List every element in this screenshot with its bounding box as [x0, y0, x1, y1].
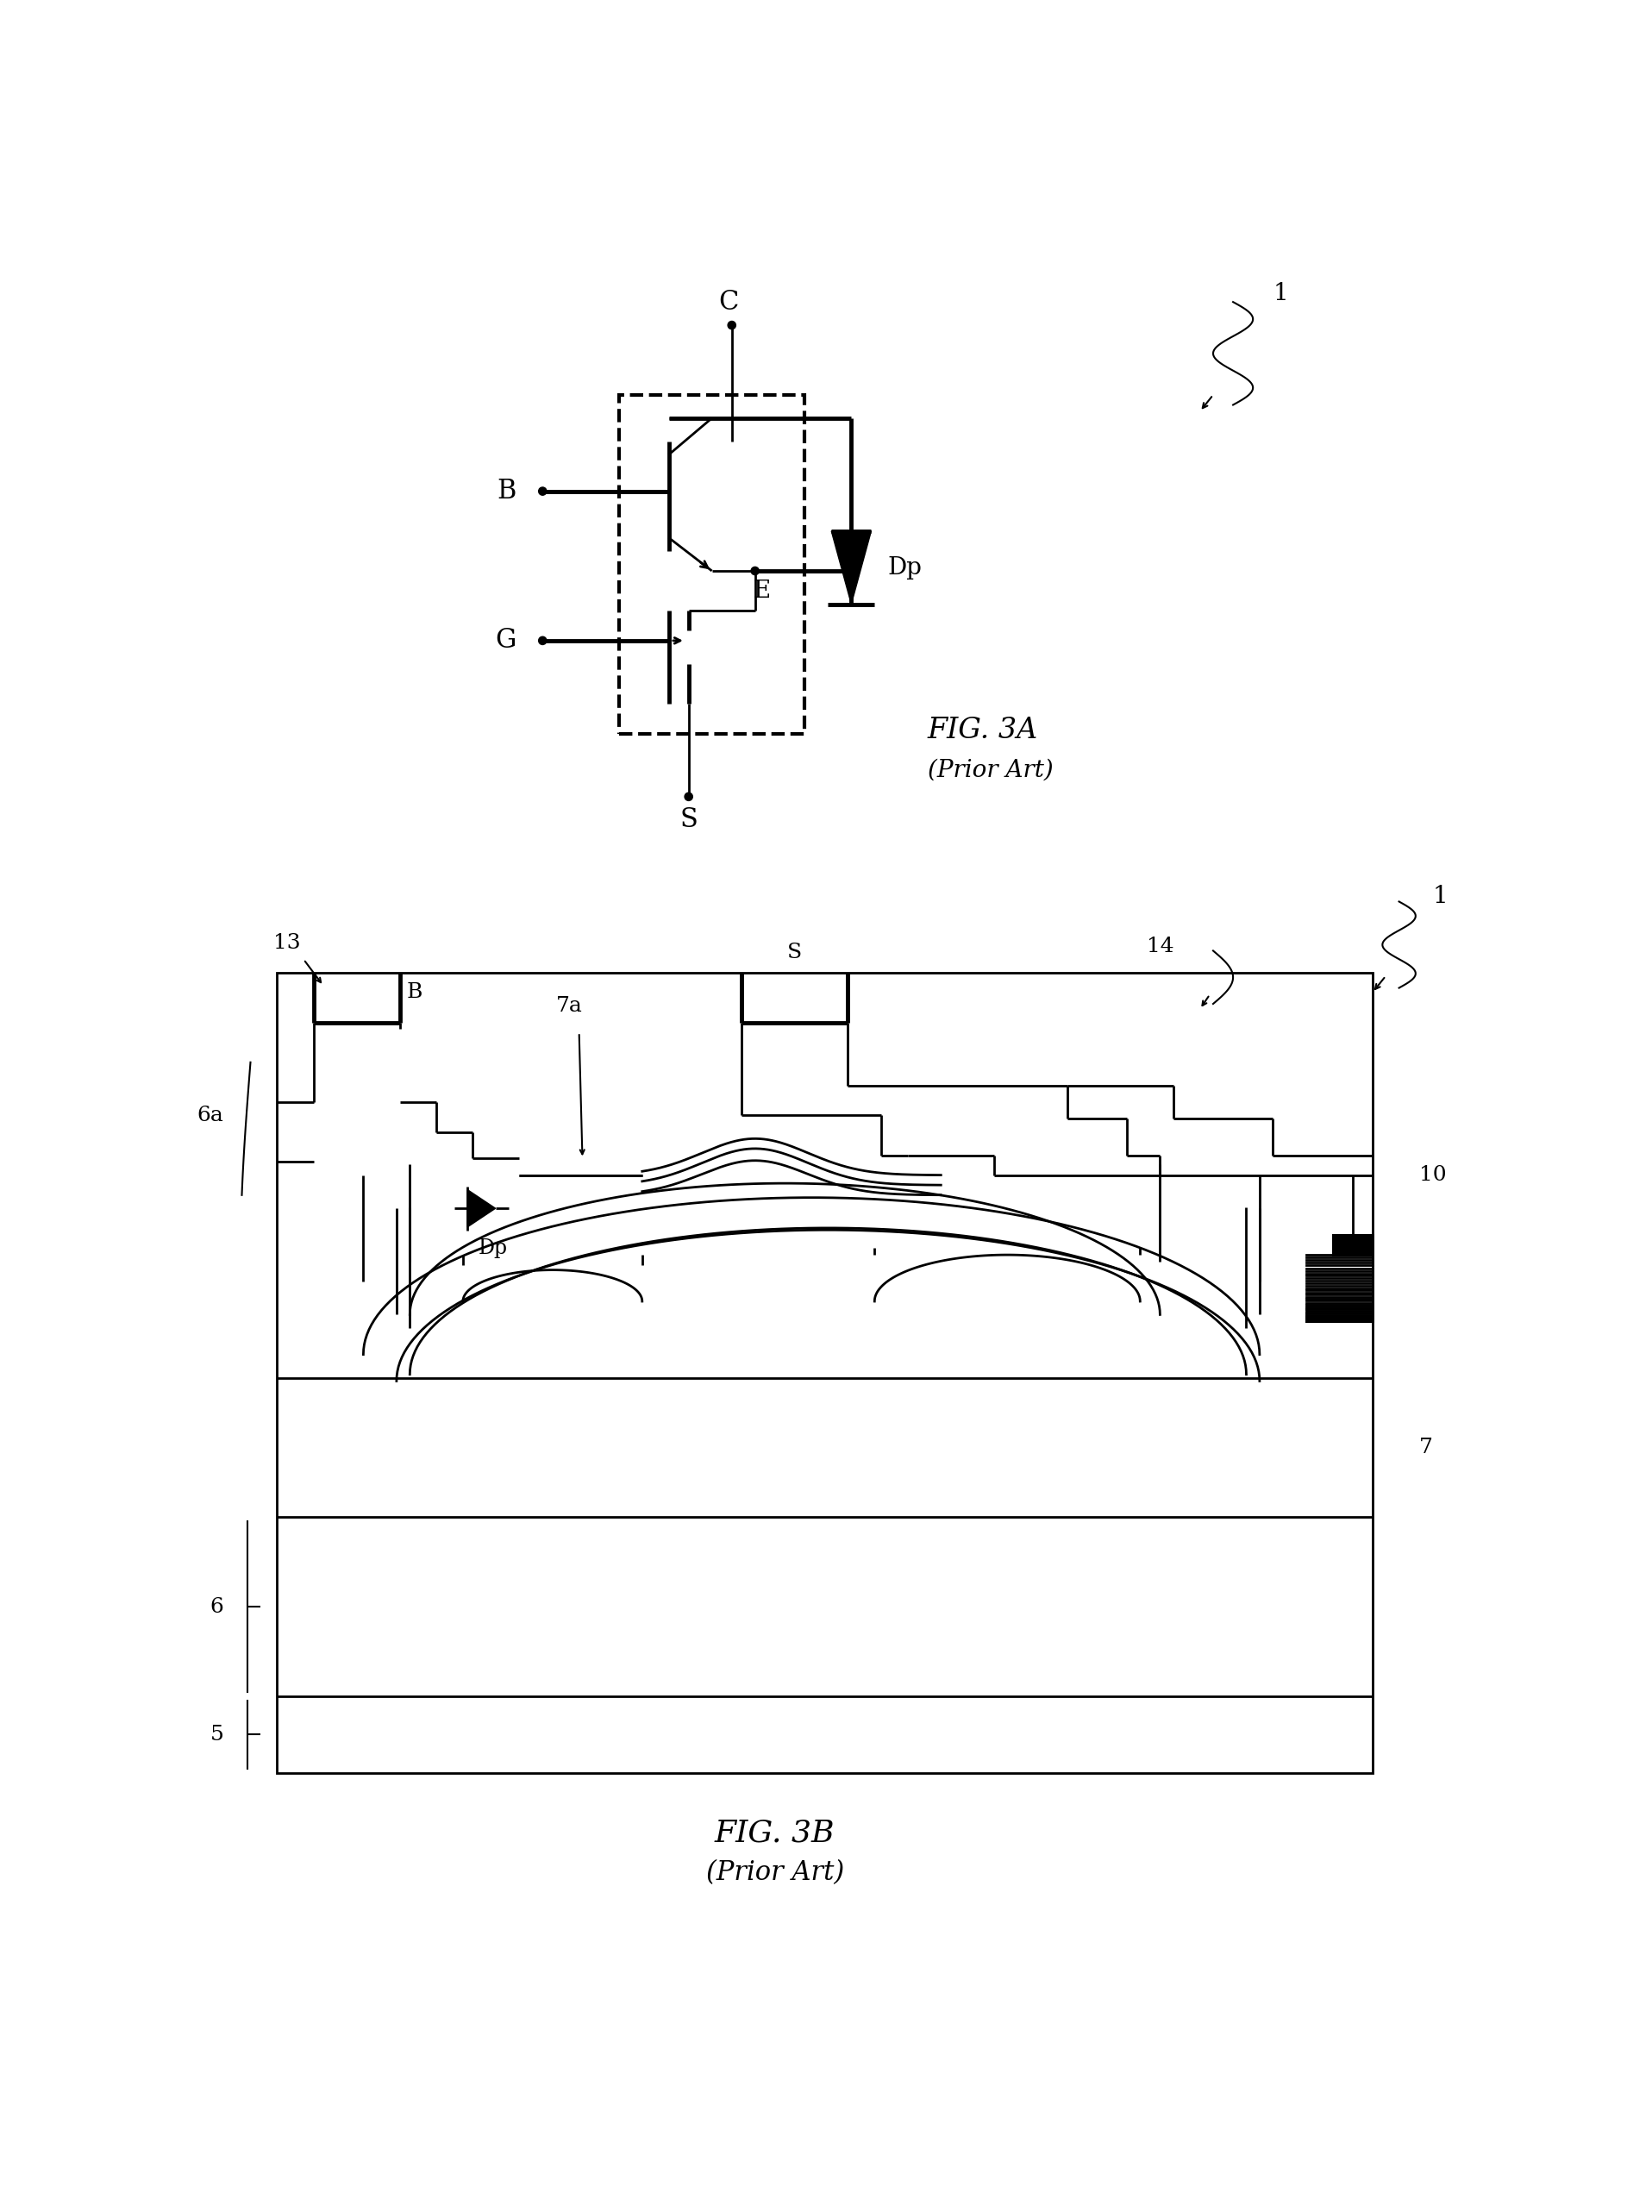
Circle shape: [847, 566, 856, 575]
Text: C: C: [719, 288, 738, 316]
Circle shape: [684, 792, 692, 801]
Polygon shape: [831, 531, 871, 604]
Text: S: S: [679, 807, 697, 834]
Text: 13: 13: [274, 933, 301, 953]
Text: 6a: 6a: [197, 1106, 225, 1126]
Circle shape: [729, 321, 735, 330]
Circle shape: [752, 566, 758, 575]
Circle shape: [539, 637, 547, 644]
Text: S: S: [788, 942, 803, 962]
Text: G: G: [496, 628, 515, 655]
Text: 7a: 7a: [555, 995, 583, 1015]
Text: Dp: Dp: [887, 555, 922, 580]
Text: 7: 7: [1419, 1438, 1432, 1458]
Text: 10: 10: [1419, 1166, 1446, 1186]
Text: B: B: [497, 478, 515, 504]
Text: Dp: Dp: [477, 1239, 507, 1259]
Text: E: E: [753, 580, 770, 602]
Polygon shape: [468, 1190, 496, 1228]
Bar: [278, 973, 1373, 1772]
Text: 1: 1: [1274, 281, 1289, 305]
Text: (Prior Art): (Prior Art): [928, 759, 1054, 781]
Circle shape: [539, 487, 547, 495]
Text: 1: 1: [1432, 885, 1447, 907]
Text: FIG. 3A: FIG. 3A: [928, 717, 1037, 743]
Text: FIG. 3B: FIG. 3B: [715, 1818, 836, 1847]
Text: B: B: [406, 982, 423, 1002]
Text: 6: 6: [210, 1597, 225, 1617]
Text: (Prior Art): (Prior Art): [705, 1858, 844, 1887]
Text: 14: 14: [1146, 936, 1173, 956]
Text: 5: 5: [210, 1725, 225, 1745]
Bar: [620, 396, 805, 734]
